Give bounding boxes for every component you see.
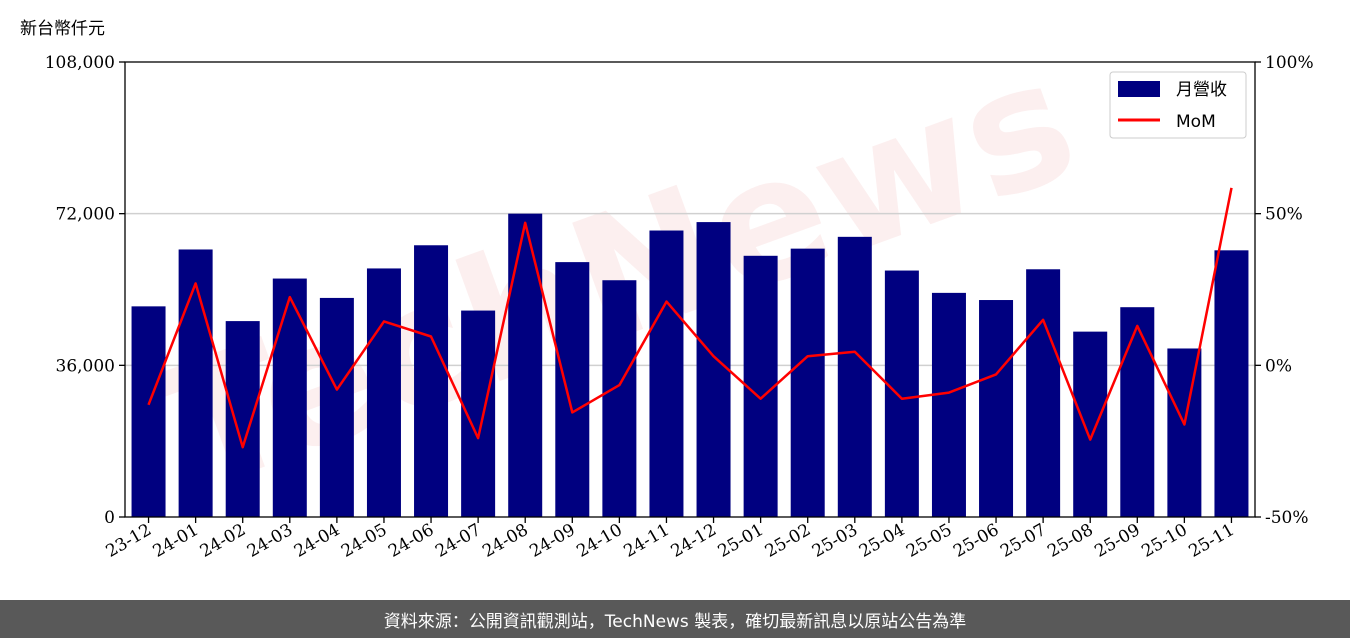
legend-bar-swatch — [1118, 81, 1160, 97]
bar — [1120, 307, 1155, 517]
legend: 月營收 MoM — [1109, 71, 1247, 139]
right-tick-label: -50% — [1265, 508, 1309, 528]
bar — [790, 248, 825, 517]
x-tick-label: 24-04 — [291, 520, 343, 562]
bar — [414, 245, 449, 517]
mom-line — [147, 187, 1233, 449]
right-tick-label: 0% — [1265, 356, 1292, 376]
bar — [1214, 250, 1249, 517]
x-tick-label: 25-02 — [762, 520, 814, 562]
x-tick-label: 24-03 — [244, 520, 296, 562]
x-tick-label: 24-12 — [668, 520, 720, 562]
x-tick-label: 25-08 — [1044, 520, 1096, 562]
x-tick-label: 25-09 — [1091, 520, 1143, 562]
x-tick-label: 24-08 — [479, 520, 531, 562]
x-tick-label: 24-11 — [621, 520, 673, 562]
legend-line-label: MoM — [1176, 112, 1216, 132]
x-tick-label: 24-01 — [150, 520, 202, 562]
unit-label: 新台幣仟元 — [20, 19, 105, 39]
x-tick-label: 25-10 — [1138, 520, 1190, 562]
bar — [884, 270, 919, 517]
x-tick-label: 24-09 — [526, 520, 578, 562]
left-tick-label: 108,000 — [45, 53, 115, 73]
left-tick-label: 36,000 — [56, 356, 115, 376]
x-tick-label: 25-05 — [903, 520, 955, 562]
x-tick-label: 24-06 — [385, 520, 437, 562]
bar — [366, 268, 401, 517]
grid — [125, 212, 1255, 367]
bar — [931, 292, 966, 517]
x-tick-label: 24-02 — [197, 520, 249, 562]
bar — [319, 297, 354, 517]
left-tick-label: 72,000 — [56, 205, 115, 225]
right-tick-label: 50% — [1265, 205, 1303, 225]
bar — [272, 278, 307, 517]
bar — [649, 230, 684, 517]
bar — [1073, 331, 1108, 517]
x-tick-label: 25-03 — [809, 520, 861, 562]
bar — [555, 262, 590, 517]
x-tick-label: 25-11 — [1186, 520, 1238, 562]
plot-frame — [124, 61, 1256, 518]
x-tick-label: 24-07 — [432, 520, 484, 562]
x-tick-label: 24-05 — [338, 520, 390, 562]
chart: TechNews 036,00072,000108,000-50%0%50%10… — [45, 21, 1314, 562]
x-tick-label: 25-01 — [715, 520, 767, 562]
x-tick-label: 25-06 — [950, 520, 1002, 562]
x-tick-label: 25-04 — [856, 520, 908, 562]
bar — [743, 255, 778, 517]
legend-bar-label: 月營收 — [1176, 80, 1227, 100]
bar — [1167, 348, 1202, 517]
footer-source: 資料來源：公開資訊觀測站，TechNews 製表，確切最新訊息以原站公告為準 — [0, 600, 1350, 638]
bar — [178, 249, 213, 517]
bar — [131, 306, 166, 517]
right-tick-label: 100% — [1265, 53, 1314, 73]
mom-line-layer — [147, 187, 1233, 449]
axes: 036,00072,000108,000-50%0%50%100%23-1224… — [45, 53, 1314, 562]
bar — [837, 236, 872, 518]
bar — [979, 300, 1014, 517]
bar — [225, 321, 260, 517]
bar — [508, 213, 543, 517]
x-tick-label: 24-10 — [573, 520, 625, 562]
x-tick-label: 25-07 — [997, 520, 1049, 562]
bar — [696, 222, 731, 517]
bar — [1026, 269, 1061, 517]
bar — [602, 280, 637, 517]
bars — [131, 213, 1249, 518]
left-tick-label: 0 — [104, 508, 115, 528]
